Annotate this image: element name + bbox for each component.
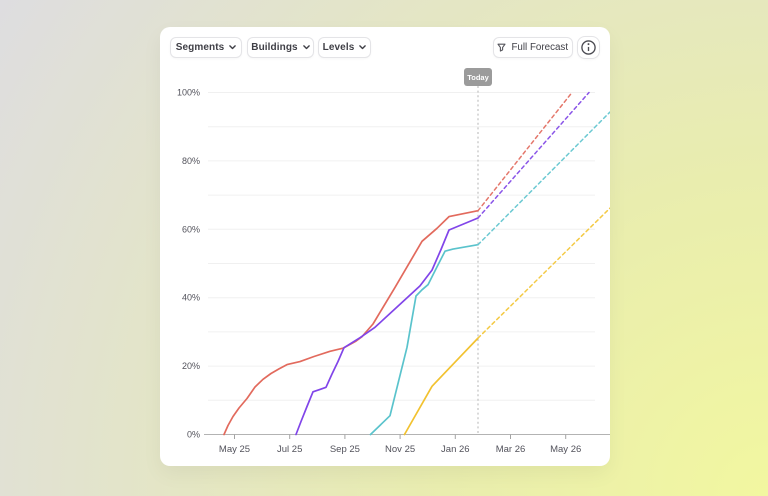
svg-text:May 25: May 25 (219, 444, 250, 455)
svg-text:40%: 40% (182, 293, 200, 303)
svg-text:100%: 100% (177, 88, 200, 98)
svg-text:0%: 0% (187, 430, 200, 440)
svg-text:Mar 26: Mar 26 (496, 444, 526, 455)
svg-text:Jul 25: Jul 25 (277, 444, 302, 455)
svg-text:60%: 60% (182, 224, 200, 234)
svg-text:Jan 26: Jan 26 (441, 444, 470, 455)
svg-text:Sep 25: Sep 25 (330, 444, 360, 455)
svg-text:Nov 25: Nov 25 (385, 444, 415, 455)
svg-text:May 26: May 26 (550, 444, 581, 455)
svg-text:20%: 20% (182, 361, 200, 371)
svg-text:80%: 80% (182, 156, 200, 166)
